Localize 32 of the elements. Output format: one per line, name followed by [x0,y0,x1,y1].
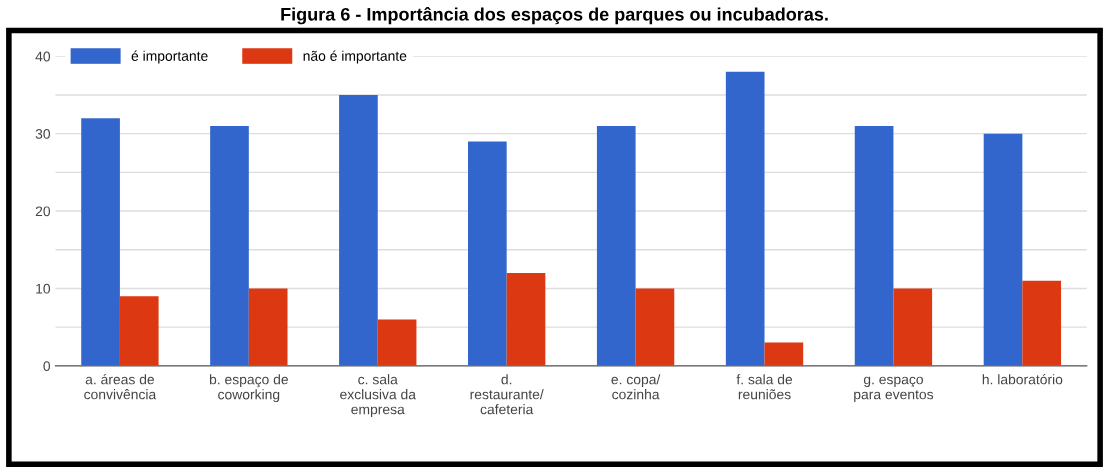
legend-label: não é importante [303,50,407,64]
bar [635,288,675,366]
bar [119,296,159,366]
x-tick-label: d. restaurante/ cafeteria [470,374,544,415]
bar [983,133,1023,366]
y-tick-label: 20 [35,206,51,217]
bar [854,125,894,366]
bar [596,125,636,366]
bar [339,94,378,366]
y-tick-label: 0 [43,361,51,371]
bar [764,342,804,366]
y-tick-label: 40 [35,51,51,62]
y-tick-label: 10 [36,283,51,294]
x-tick-label: h. laboratório [982,373,1063,385]
bar [506,272,546,366]
bar [210,125,249,366]
bar [248,288,288,366]
bar [468,141,507,366]
bar [725,71,765,366]
bar [1022,280,1062,366]
chart-title: Figura 6 - Importância dos espaços de parques ou incubadoras. [281,7,828,25]
x-tick-label: b. espaço de coworking [209,374,288,403]
bar [377,319,417,366]
x-tick-label: a. áreas de convivência [84,373,157,400]
legend-label: é importante [131,50,208,64]
y-tick-label: 30 [35,129,51,139]
x-tick-label: e. copa/ cozinha [611,374,661,400]
bar [893,288,933,366]
x-tick-label: g. espaço para eventos [854,376,934,403]
bar [81,118,120,366]
x-tick-label: f. sala de reuniões [736,374,793,400]
x-tick-label: c. sala exclusiva da empresa [340,374,416,418]
